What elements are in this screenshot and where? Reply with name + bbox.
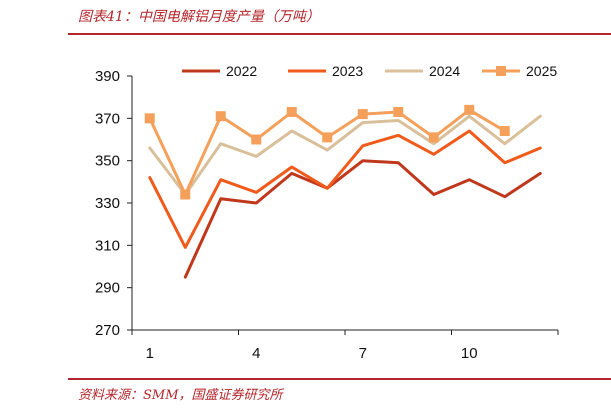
bottom-rule <box>68 378 611 380</box>
series-line-2023 <box>148 129 542 249</box>
data-point-2025 <box>322 132 333 143</box>
data-point-2025 <box>357 109 368 120</box>
legend-marker-2025 <box>496 66 506 76</box>
data-point-2025 <box>251 134 262 145</box>
data-point-2025 <box>144 113 155 124</box>
y-tick-label: 270 <box>95 322 120 339</box>
data-point-2025 <box>180 189 191 200</box>
series-line-2022 <box>183 159 542 279</box>
x-tick-label: 7 <box>359 345 367 362</box>
x-tick-label: 1 <box>146 345 154 362</box>
data-point-2025 <box>215 111 226 122</box>
legend-label-2025: 2025 <box>526 63 557 79</box>
series-line-2025 <box>148 108 507 196</box>
y-tick-label: 370 <box>95 110 120 127</box>
x-tick-label: 4 <box>252 345 260 362</box>
series-line-2024 <box>148 114 542 196</box>
y-tick-label: 330 <box>95 195 120 212</box>
legend-label-2023: 2023 <box>332 63 363 79</box>
data-point-2025 <box>464 104 475 115</box>
y-tick-label: 350 <box>95 153 120 170</box>
x-tick-label: 10 <box>461 345 478 362</box>
axes: 270 290 310 330 350 370 390 1 4 7 10 <box>95 68 559 362</box>
y-tick-label: 310 <box>95 237 120 254</box>
data-point-2025 <box>428 132 439 143</box>
series-lines <box>144 104 542 279</box>
legend: 2022 2023 2024 2025 <box>182 63 557 79</box>
source-note: 资料来源：SMM，国盛证券研究所 <box>78 388 283 403</box>
y-tick-label: 390 <box>95 68 120 85</box>
y-tick-label: 290 <box>95 280 120 297</box>
data-point-2025 <box>499 126 510 137</box>
legend-label-2022: 2022 <box>226 63 257 79</box>
data-point-2025 <box>393 106 404 117</box>
top-rule <box>68 33 611 35</box>
data-point-2025 <box>286 106 297 117</box>
legend-label-2024: 2024 <box>429 63 460 79</box>
figure-title: 图表41：中国电解铝月度产量（万吨） <box>78 9 320 25</box>
